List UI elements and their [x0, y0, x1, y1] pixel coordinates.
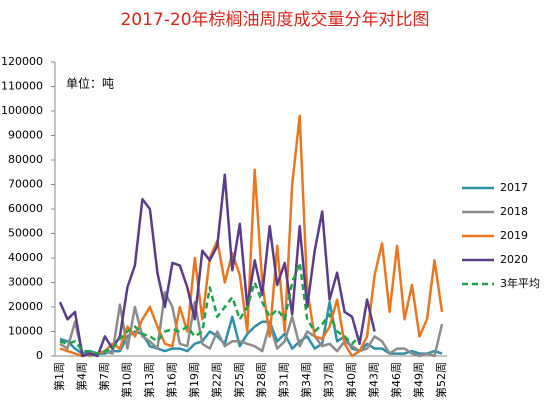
series-line: [59, 114, 444, 358]
x-tick-label: 第37周: [322, 362, 336, 398]
y-tick-label: 90000: [8, 129, 43, 142]
legend-label: 2019: [500, 229, 528, 242]
y-tick-label: 0: [36, 349, 43, 362]
y-tick-label: 80000: [8, 153, 43, 166]
x-tick-label: 第16周: [164, 362, 178, 398]
legend-label: 2017: [500, 181, 528, 194]
series-line: [59, 291, 444, 358]
x-tick-label: 第40周: [344, 362, 358, 398]
y-tick-label: 20000: [8, 300, 43, 313]
y-tick-label: 60000: [8, 202, 43, 215]
y-tick-label: 100000: [1, 104, 43, 117]
legend-label: 2018: [500, 205, 528, 218]
y-tick-label: 10000: [8, 325, 43, 338]
series-line: [59, 300, 443, 355]
y-tick-label: 40000: [8, 251, 43, 264]
y-tick-label: 120000: [1, 55, 43, 68]
series-line: [59, 261, 361, 355]
y-tick-label: 50000: [8, 227, 43, 240]
x-tick-label: 第7周: [97, 362, 111, 391]
chart-title: 2017-20年棕榈油周度成交量分年对比图: [120, 10, 429, 30]
unit-note: 单位：吨: [66, 76, 114, 91]
x-tick-label: 第43周: [367, 362, 381, 398]
legend-label: 2020: [500, 253, 528, 266]
x-tick-label: 第4周: [74, 362, 88, 391]
y-tick-label: 70000: [8, 178, 43, 191]
x-tick-label: 第22周: [209, 362, 223, 398]
x-tick-label: 第25周: [232, 362, 246, 398]
x-tick-label: 第34周: [299, 362, 313, 398]
x-tick-label: 第49周: [412, 362, 426, 398]
x-tick-label: 第13周: [142, 362, 156, 398]
x-tick-label: 第28周: [254, 362, 268, 398]
x-tick-label: 第31周: [277, 362, 291, 398]
y-tick-label: 30000: [8, 276, 43, 289]
series-line: [58, 173, 376, 358]
legend-label: 3年平均: [500, 276, 540, 290]
x-tick-label: 第10周: [119, 362, 133, 398]
y-tick-label: 110000: [1, 80, 43, 93]
x-tick-label: 第1周: [52, 362, 66, 391]
x-tick-label: 第52周: [434, 362, 448, 398]
x-tick-label: 第46周: [389, 362, 403, 398]
x-tick-label: 第19周: [187, 362, 201, 398]
